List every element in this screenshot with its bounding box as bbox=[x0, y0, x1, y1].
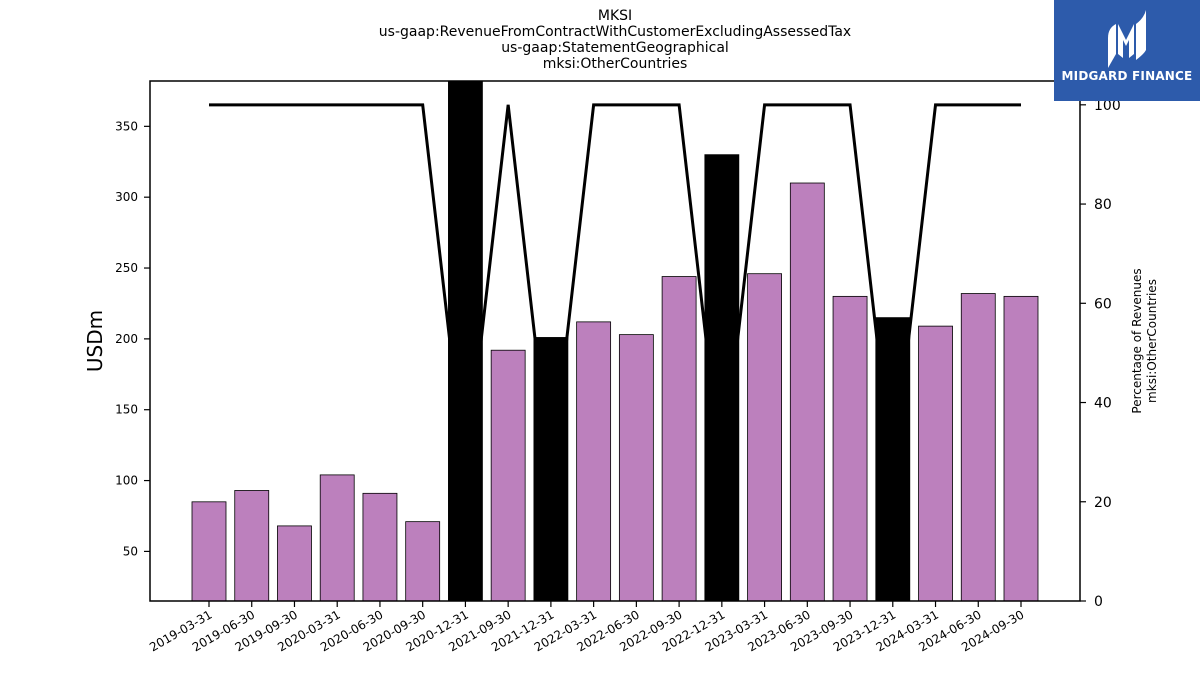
bar-2024-03-31 bbox=[918, 325, 953, 602]
bar-2023-12-31 bbox=[875, 317, 911, 602]
title-line-2: us-gaap:RevenueFromContractWithCustomerE… bbox=[379, 24, 851, 40]
bar-2023-03-31 bbox=[747, 273, 782, 602]
bar-2024-06-30 bbox=[960, 293, 996, 602]
y-tick-label-right-0: 0 bbox=[1094, 594, 1103, 610]
bar-2020-12-31 bbox=[448, 80, 483, 602]
y-tick-label-right-20: 20 bbox=[1094, 495, 1112, 511]
bar-2022-03-31 bbox=[576, 321, 612, 602]
bar-2020-09-30 bbox=[405, 521, 441, 602]
bar-2019-06-30 bbox=[234, 490, 270, 602]
bar-2023-09-30 bbox=[832, 295, 868, 602]
y-axis-label-left: USDm bbox=[83, 310, 107, 372]
midgard-finance-logo: MIDGARD FINANCE bbox=[1054, 0, 1200, 101]
y-tick-label-right-80: 80 bbox=[1094, 197, 1112, 213]
y-axis-label-right-line-2: mksi:OtherCountries bbox=[1145, 279, 1159, 403]
y-tick-label-left-300: 300 bbox=[115, 190, 138, 204]
logo-mark-icon bbox=[1108, 10, 1146, 68]
y-tick-label-left-150: 150 bbox=[115, 403, 138, 417]
bar-2022-09-30 bbox=[661, 276, 697, 602]
bar-2022-06-30 bbox=[618, 334, 654, 602]
bar-2023-06-30 bbox=[789, 182, 825, 602]
y-tick-label-left-100: 100 bbox=[115, 474, 138, 488]
bar-2019-09-30 bbox=[277, 525, 312, 602]
y-tick-label-right-100: 100 bbox=[1094, 98, 1121, 114]
bar-2020-06-30 bbox=[362, 492, 398, 602]
y-tick-label-left-250: 250 bbox=[115, 261, 138, 275]
bars-layer bbox=[191, 80, 1039, 602]
title-line-4: mksi:OtherCountries bbox=[543, 56, 688, 72]
y-axis-label-right-line-1: Percentage of Revenues bbox=[1130, 268, 1144, 413]
logo-text: MIDGARD FINANCE bbox=[1061, 69, 1193, 83]
y-tick-label-right-40: 40 bbox=[1094, 396, 1112, 412]
y-tick-label-right-60: 60 bbox=[1094, 296, 1112, 312]
bar-2020-03-31 bbox=[319, 474, 355, 602]
plot-frame bbox=[149, 80, 1081, 602]
bar-2019-03-31 bbox=[191, 501, 227, 602]
title-line-1: MKSI bbox=[598, 8, 632, 24]
y-tick-label-left-350: 350 bbox=[115, 119, 138, 133]
line-layer bbox=[209, 103, 1021, 478]
title-line-3: us-gaap:StatementGeographical bbox=[501, 40, 729, 56]
y-tick-label-left-200: 200 bbox=[115, 332, 138, 346]
y-tick-label-left-50: 50 bbox=[123, 544, 138, 558]
bar-2024-09-30 bbox=[1003, 295, 1039, 602]
percentage-line bbox=[209, 103, 1021, 478]
chart-title: MKSI us-gaap:RevenueFromContractWithCust… bbox=[379, 8, 851, 72]
bar-2021-09-30 bbox=[490, 349, 526, 602]
